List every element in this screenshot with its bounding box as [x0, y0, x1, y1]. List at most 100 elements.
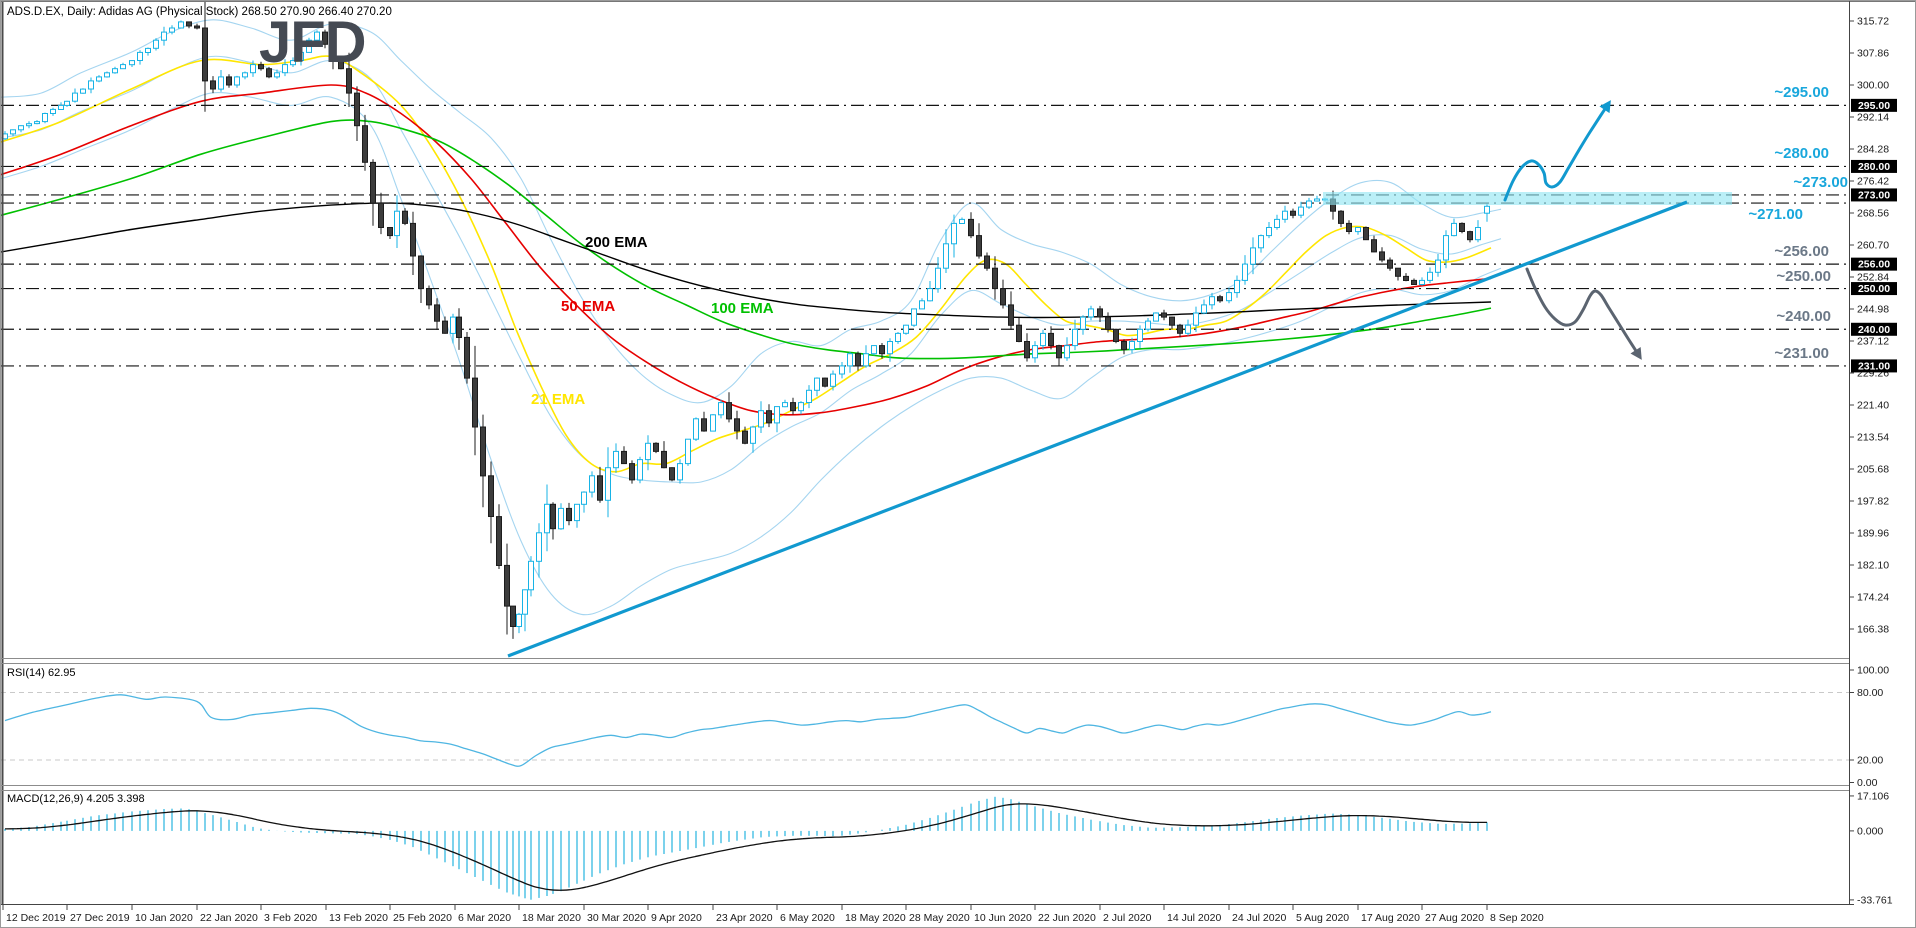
candle-body: [1234, 279, 1240, 294]
candle-body: [589, 475, 595, 493]
candle-body: [64, 100, 70, 106]
time-tick-label: 3 Feb 2020: [264, 912, 317, 924]
candle-body: [984, 255, 990, 269]
candle-body: [1000, 288, 1006, 306]
candle-body: [1459, 222, 1465, 232]
price-axis-surface[interactable]: [1850, 1, 1916, 904]
macd-panel-surface[interactable]: [1, 791, 1849, 903]
time-tick-label: 13 Feb 2020: [329, 912, 388, 924]
candle-body: [346, 68, 352, 94]
price-tick-label: 252.84: [1857, 272, 1889, 284]
candle-body: [354, 92, 360, 127]
candle-body: [34, 121, 40, 125]
candle-body: [362, 125, 368, 163]
candle-body: [298, 51, 304, 62]
candle-body: [42, 113, 48, 123]
candle-body: [814, 377, 820, 391]
candle-body: [822, 377, 828, 387]
candle-body: [378, 202, 384, 229]
ema100-line: [1, 119, 1492, 360]
bearish-scenario-arrow[interactable]: [1525, 267, 1640, 356]
candle-body: [282, 64, 288, 74]
bullish-scenario-arrow[interactable]: [1503, 104, 1609, 202]
candle-body: [959, 218, 965, 224]
candle-body: [637, 459, 643, 481]
time-tick-label: 18 May 2020: [845, 912, 906, 924]
rsi-panel-surface[interactable]: [1, 664, 1849, 785]
ema50-line: [1, 84, 1492, 416]
price-tick-label: 307.86: [1857, 48, 1889, 60]
price-badge-label: 231.00: [1858, 360, 1890, 372]
candle-body: [306, 39, 312, 53]
price-tick-label: 182.10: [1857, 560, 1889, 572]
time-tick-label: 10 Jan 2020: [135, 912, 193, 924]
candle-body: [758, 410, 764, 428]
candle-body: [1177, 324, 1183, 334]
candle-body: [266, 68, 272, 78]
candle-body: [677, 463, 683, 481]
candle-body: [1056, 345, 1062, 359]
candle-body: [613, 450, 619, 469]
macd-signal-line: [4, 803, 1487, 891]
candle-body: [550, 503, 556, 530]
candle-body: [621, 450, 627, 465]
candle-body: [496, 516, 502, 566]
candle-body: [226, 76, 232, 86]
candle-body: [1008, 304, 1014, 326]
candle-body: [895, 332, 901, 342]
resistance-zone-rect[interactable]: [1323, 192, 1732, 205]
price-badge: [1851, 257, 1897, 271]
candle-body: [597, 475, 603, 501]
price-badge: [1851, 282, 1897, 296]
candle-body: [1137, 328, 1143, 342]
candle-body: [410, 222, 416, 257]
candle-body: [1363, 227, 1369, 241]
candle-body: [1209, 296, 1215, 306]
time-tick-label: 14 Jul 2020: [1167, 912, 1221, 924]
price-tick-label: 205.68: [1857, 464, 1889, 476]
candle-body: [1064, 345, 1070, 359]
candle-body: [80, 88, 86, 94]
rsi-tick-label: 80.00: [1857, 687, 1883, 699]
time-tick-label: 17 Aug 2020: [1361, 912, 1420, 924]
candle-body: [153, 39, 159, 49]
candle-body: [558, 507, 564, 530]
candle-body: [742, 430, 748, 444]
ascending-trendline[interactable]: [507, 200, 1688, 658]
time-tick-label: 27 Aug 2020: [1425, 912, 1484, 924]
candle-body: [871, 345, 877, 355]
price-badge-label: 273.00: [1858, 189, 1890, 201]
candle-body: [1242, 263, 1248, 281]
candle-body: [88, 80, 94, 90]
candle-body: [903, 324, 909, 334]
candle-body: [1387, 259, 1393, 269]
time-tick-label: 18 Mar 2020: [522, 912, 581, 924]
candle-body: [120, 64, 126, 70]
candle-body: [774, 406, 780, 424]
candle-body: [442, 320, 448, 334]
price-badge-label: 280.00: [1858, 161, 1890, 173]
candle-body: [629, 463, 635, 481]
candle-body: [701, 418, 707, 432]
price-badge: [1851, 188, 1897, 202]
candle-body: [1217, 296, 1223, 302]
price-tick-label: 221.40: [1857, 400, 1889, 412]
candle-body: [1024, 341, 1030, 359]
candle-body: [1048, 332, 1054, 347]
candle-body: [112, 68, 118, 74]
candle-body: [96, 76, 102, 82]
price-badge: [1851, 98, 1897, 112]
candle-body: [50, 108, 56, 115]
time-tick-label: 23 Apr 2020: [716, 912, 773, 924]
candle-body: [1484, 205, 1490, 214]
candle-body: [1427, 271, 1433, 281]
candle-body: [402, 210, 408, 224]
candle-body: [935, 267, 941, 290]
time-tick-label: 30 Mar 2020: [587, 912, 646, 924]
candle-body: [1161, 312, 1167, 318]
candle-body: [161, 31, 167, 41]
candle-body: [72, 92, 78, 102]
ema21-line: [1, 55, 1492, 473]
candle-body: [10, 129, 16, 135]
